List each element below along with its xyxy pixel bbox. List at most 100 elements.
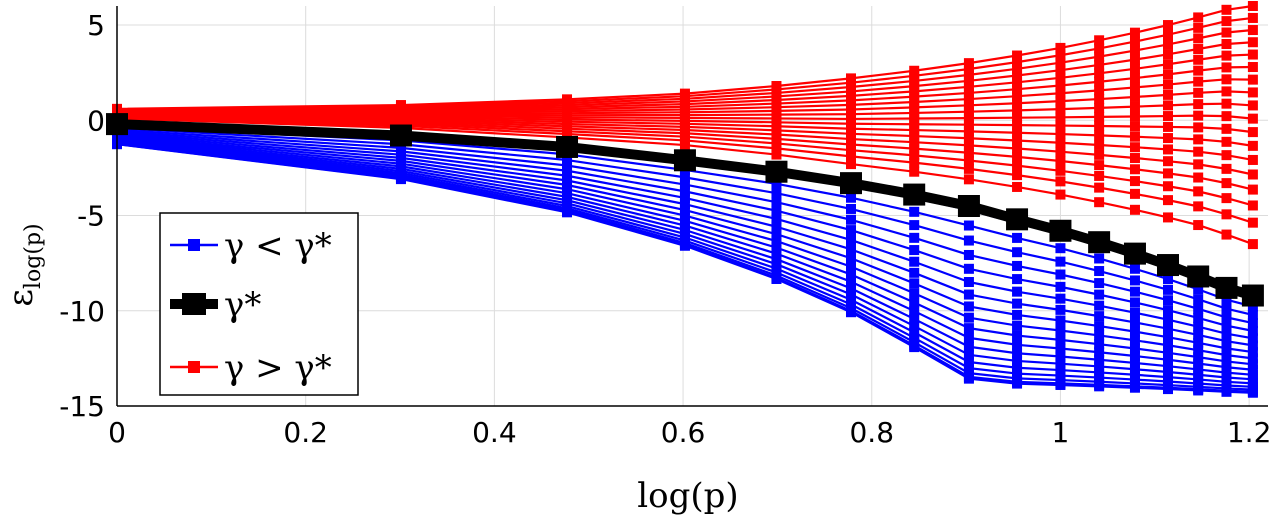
series-red-17-marker xyxy=(845,73,856,84)
series-red-13-line xyxy=(116,53,1253,112)
series-red-5-marker xyxy=(1221,150,1232,161)
series-blue-16-marker xyxy=(771,178,782,189)
series-blue-9-marker xyxy=(845,261,856,272)
series-red-4-line xyxy=(116,114,1254,176)
series-red-0-marker xyxy=(1129,204,1140,215)
series-red-16-marker xyxy=(1094,43,1105,54)
series-red-13-marker xyxy=(909,86,920,97)
series-red-2-marker xyxy=(1094,170,1105,181)
series-red-5-marker xyxy=(1094,139,1105,150)
series-red-15-marker xyxy=(1055,57,1066,68)
series-blue-13-marker xyxy=(771,205,782,216)
series-blue-6-marker xyxy=(1094,354,1105,365)
series-red-16-marker xyxy=(1193,22,1204,33)
series-blue-4-line xyxy=(116,141,1253,385)
series-optimal-marker xyxy=(903,183,926,206)
series-red-2-marker xyxy=(1055,165,1066,176)
series-blue-11-marker xyxy=(1129,317,1140,328)
series-red-14-marker xyxy=(963,75,974,86)
series-red-16-marker xyxy=(1221,16,1232,27)
series-red-15-marker xyxy=(1247,25,1258,36)
series-red-0-marker xyxy=(1055,189,1066,200)
series-red-17-marker xyxy=(1129,27,1140,38)
series-blue-1-line xyxy=(116,142,1253,393)
series-optimal-line xyxy=(116,119,1255,301)
series-blue-10-marker xyxy=(1055,315,1066,326)
series-blue-4-marker xyxy=(1162,372,1173,383)
series-red-0-marker xyxy=(963,174,974,185)
series-blue-5-marker xyxy=(1094,361,1105,372)
series-red-2-marker xyxy=(909,150,920,161)
series-red-13-marker xyxy=(1094,68,1105,79)
series-red-16-marker xyxy=(909,70,920,81)
series-blue-14-marker xyxy=(1247,318,1258,329)
series-red-16-marker xyxy=(1055,50,1066,61)
series-blue-12-marker xyxy=(771,213,782,224)
series-optimal-marker xyxy=(1049,219,1072,242)
series-blue-10-marker xyxy=(1221,343,1232,354)
series-red-17-marker xyxy=(1247,1,1258,11)
series-blue-11-marker xyxy=(1055,304,1066,315)
series-red-10-marker xyxy=(1094,94,1105,105)
series-red-7-marker xyxy=(1193,122,1204,133)
series-red-9-marker xyxy=(1193,99,1204,110)
series-blue-6-marker xyxy=(845,283,856,294)
series-blue-11-line xyxy=(116,133,1254,347)
series-red-15-marker xyxy=(1012,63,1023,74)
series-blue-15-marker xyxy=(1162,284,1173,295)
series-red-5-marker xyxy=(1055,137,1066,148)
series-blue-13-marker xyxy=(562,165,573,176)
series-red-8-marker xyxy=(909,113,920,124)
series-red-1-marker xyxy=(1094,182,1105,193)
series-red-7-marker xyxy=(1129,121,1140,132)
series-blue-12-marker xyxy=(1247,333,1258,344)
series-red-5-marker xyxy=(1012,135,1023,146)
series-red-6-marker xyxy=(909,125,920,136)
series-blue-10-marker xyxy=(1193,337,1204,348)
series-red-4-marker xyxy=(1012,143,1023,154)
series-blue-6-marker xyxy=(1012,348,1023,359)
series-red-12-marker xyxy=(1129,73,1140,84)
series-blue-14-marker xyxy=(1193,303,1204,314)
series-red-8-marker xyxy=(1094,111,1105,122)
series-blue-10-marker xyxy=(845,253,856,264)
series-optimal-marker xyxy=(1241,284,1264,307)
series-blue-14-marker xyxy=(1055,269,1066,280)
series-blue-11-marker xyxy=(1221,336,1232,347)
series-red-4-marker xyxy=(1129,153,1140,164)
series-red-15-marker xyxy=(1193,33,1204,44)
series-blue-5-marker xyxy=(1012,355,1023,366)
series-blue-5-marker xyxy=(1193,369,1204,380)
series-blue-10-marker xyxy=(1012,309,1023,320)
series-red-15-marker xyxy=(1094,51,1105,62)
series-red-0-marker xyxy=(771,149,782,160)
series-red-1-marker xyxy=(1162,195,1173,206)
series-red-14-marker xyxy=(1055,65,1066,76)
series-red-17-marker xyxy=(1162,20,1173,31)
series-red-17-marker xyxy=(395,100,406,111)
series-red-17-marker xyxy=(1055,42,1066,53)
series-blue-15-marker xyxy=(909,220,920,231)
series-blue-3-marker xyxy=(909,332,920,343)
series-red-7-line xyxy=(116,112,1254,134)
series-red-1-marker xyxy=(1193,201,1204,212)
series-blue-10-marker xyxy=(1247,347,1258,358)
series-red-2-marker xyxy=(845,145,856,156)
series-blue-2-marker xyxy=(963,368,974,379)
series-blue-7-marker xyxy=(771,248,782,259)
series-red-13-marker xyxy=(1129,63,1140,74)
svg-text:εlog(p): εlog(p) xyxy=(1,223,46,306)
series-red-14-marker xyxy=(1221,39,1232,50)
series-blue-3-marker xyxy=(1094,372,1105,383)
series-optimal xyxy=(106,113,1264,307)
series-blue-8-marker xyxy=(1247,359,1258,370)
series-blue-11-marker xyxy=(1012,298,1023,309)
series-red-13-marker xyxy=(1221,50,1232,61)
series-red-7-marker xyxy=(1247,127,1258,138)
series-blue-5-marker xyxy=(1055,358,1066,369)
series-blue-13-marker xyxy=(1221,320,1232,331)
series-blue-12-marker xyxy=(845,234,856,245)
series-red-4-marker xyxy=(1247,169,1258,180)
series-blue-12-marker xyxy=(1094,300,1105,311)
series-blue-10-marker xyxy=(771,229,782,240)
